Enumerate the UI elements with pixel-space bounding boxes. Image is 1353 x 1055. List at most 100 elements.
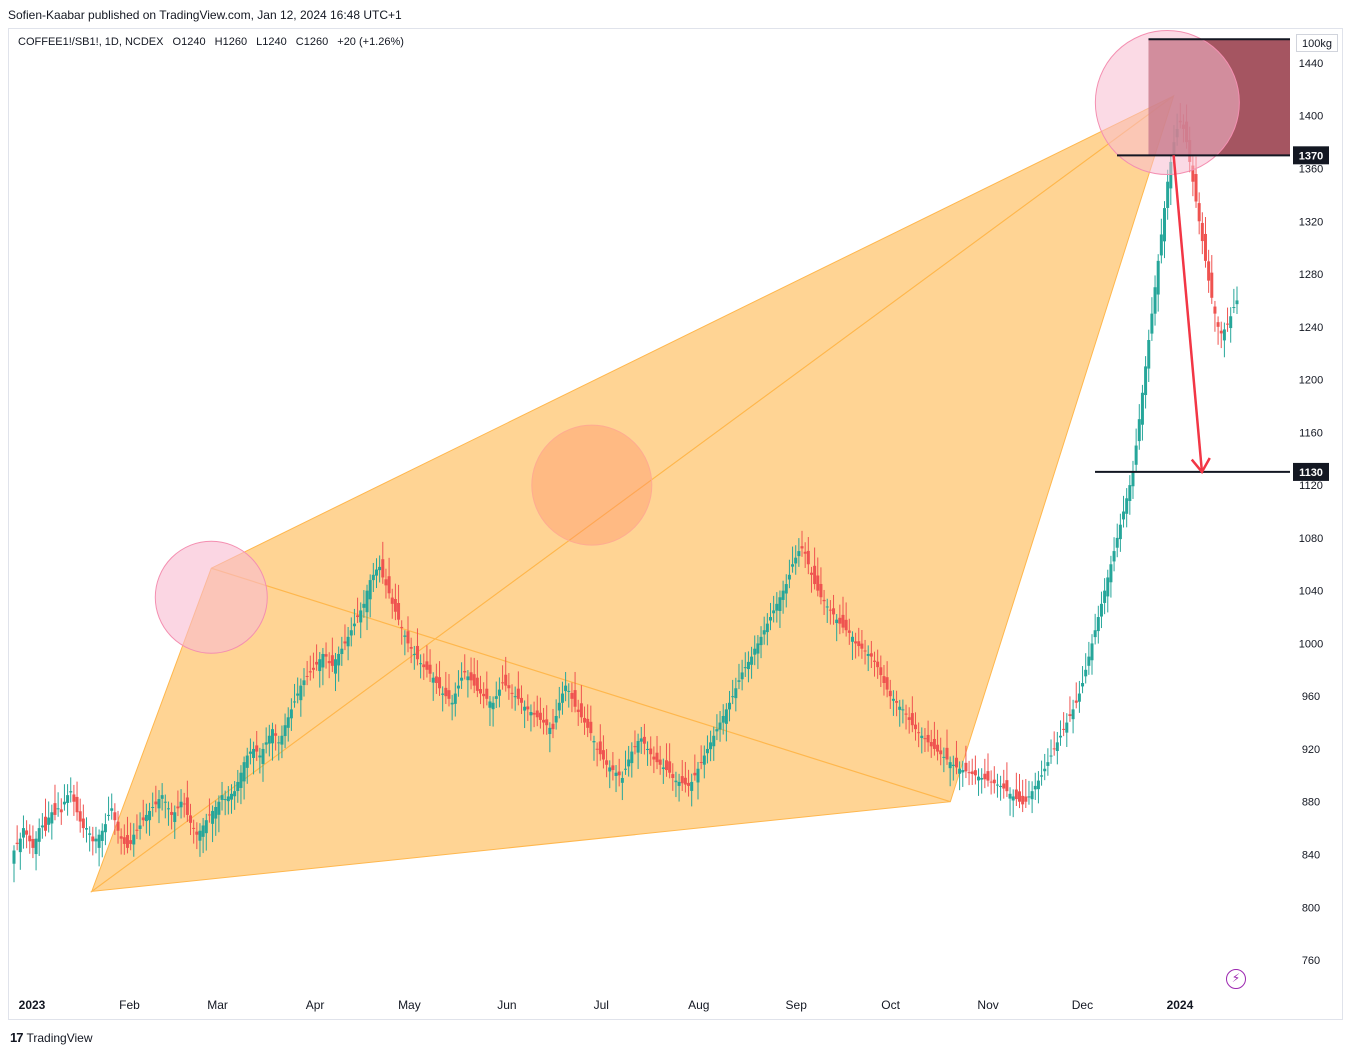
candle-body — [737, 680, 741, 682]
unit-label[interactable]: 100kg — [1296, 34, 1338, 52]
candle-body — [1021, 795, 1025, 805]
candle — [1203, 217, 1207, 268]
footer-brand[interactable]: 17 TradingView — [10, 1030, 93, 1045]
candle — [318, 652, 322, 688]
candle-body — [141, 817, 145, 821]
symbol-name[interactable]: COFFEE1!/SB1!, 1D, NCDEX — [18, 36, 164, 48]
candle — [1226, 307, 1230, 332]
candle-body — [1071, 709, 1075, 720]
candle — [854, 632, 858, 659]
candle-body — [1156, 260, 1160, 295]
candle — [601, 735, 605, 769]
candle-body — [469, 672, 473, 681]
candle — [873, 651, 877, 677]
candle — [961, 760, 965, 787]
candle — [1210, 255, 1214, 304]
candle-body — [627, 759, 631, 767]
candle-body — [630, 751, 634, 764]
candle-body — [869, 653, 873, 657]
candle-body — [160, 795, 164, 799]
candle-body — [110, 808, 114, 811]
candle — [740, 659, 744, 691]
candle — [721, 704, 725, 735]
y-tick-label: 760 — [1302, 955, 1320, 967]
candle-body — [958, 768, 962, 774]
candle — [1219, 321, 1223, 349]
candle-body — [920, 735, 924, 739]
candle-body — [374, 569, 378, 576]
candle-body — [784, 584, 788, 594]
candle — [50, 804, 54, 840]
candle — [1011, 789, 1015, 818]
candle-body — [746, 661, 750, 670]
candle — [1033, 772, 1037, 800]
candle-body — [387, 576, 391, 594]
candle — [103, 813, 107, 846]
candle — [94, 826, 98, 854]
candle-body — [327, 660, 331, 664]
candle-body — [233, 791, 237, 797]
candle — [888, 679, 892, 709]
candle-body — [211, 810, 215, 824]
candle-body — [286, 717, 290, 728]
candle — [374, 558, 378, 589]
candle — [501, 665, 505, 690]
candle-body — [365, 590, 369, 613]
candle — [1115, 523, 1119, 558]
candle-body — [658, 759, 662, 765]
candle-body — [624, 768, 627, 770]
candle-body — [671, 774, 675, 778]
candle — [923, 728, 927, 752]
candle — [1140, 384, 1144, 441]
candle-body — [929, 741, 933, 747]
candle — [302, 668, 306, 697]
candle-body — [482, 693, 486, 697]
candle — [964, 745, 968, 779]
candle — [151, 792, 155, 817]
candle-body — [945, 747, 949, 760]
candle-body — [753, 648, 757, 655]
candle — [179, 789, 183, 819]
candle-body — [1131, 471, 1135, 487]
candle — [12, 845, 16, 883]
candle — [378, 555, 382, 583]
candle — [47, 801, 51, 833]
candle-body — [1055, 742, 1059, 752]
candle — [81, 804, 85, 838]
candle — [573, 671, 577, 713]
candle-body — [715, 729, 719, 732]
candle-body — [973, 770, 977, 776]
candle — [655, 735, 659, 770]
candle-body — [1024, 796, 1028, 802]
projection-arrow — [1172, 155, 1204, 473]
candle — [185, 780, 189, 822]
pattern-diagonal — [211, 567, 951, 803]
candle — [624, 750, 627, 775]
candle — [605, 749, 609, 778]
candle — [970, 758, 974, 786]
candle — [1074, 682, 1078, 709]
candle-body — [157, 799, 161, 809]
candle — [1216, 316, 1220, 345]
chart-frame[interactable] — [8, 28, 1343, 1020]
candle-body — [28, 835, 32, 842]
candle — [857, 627, 861, 657]
candle-body — [422, 664, 426, 668]
candle-body — [166, 808, 170, 810]
candle — [775, 592, 779, 623]
flash-icon[interactable]: ⚡ — [1226, 969, 1246, 989]
candle-body — [693, 772, 697, 776]
candle-body — [557, 702, 561, 711]
candle — [636, 733, 640, 769]
candle-body — [1093, 630, 1097, 638]
candle-body — [529, 712, 533, 716]
candle — [491, 696, 495, 727]
candle — [406, 616, 410, 653]
candle — [652, 746, 656, 774]
candle — [945, 729, 949, 765]
y-tick-label: 920 — [1302, 744, 1320, 756]
candle — [564, 671, 568, 702]
candle — [107, 796, 111, 821]
candle-body — [330, 655, 334, 666]
